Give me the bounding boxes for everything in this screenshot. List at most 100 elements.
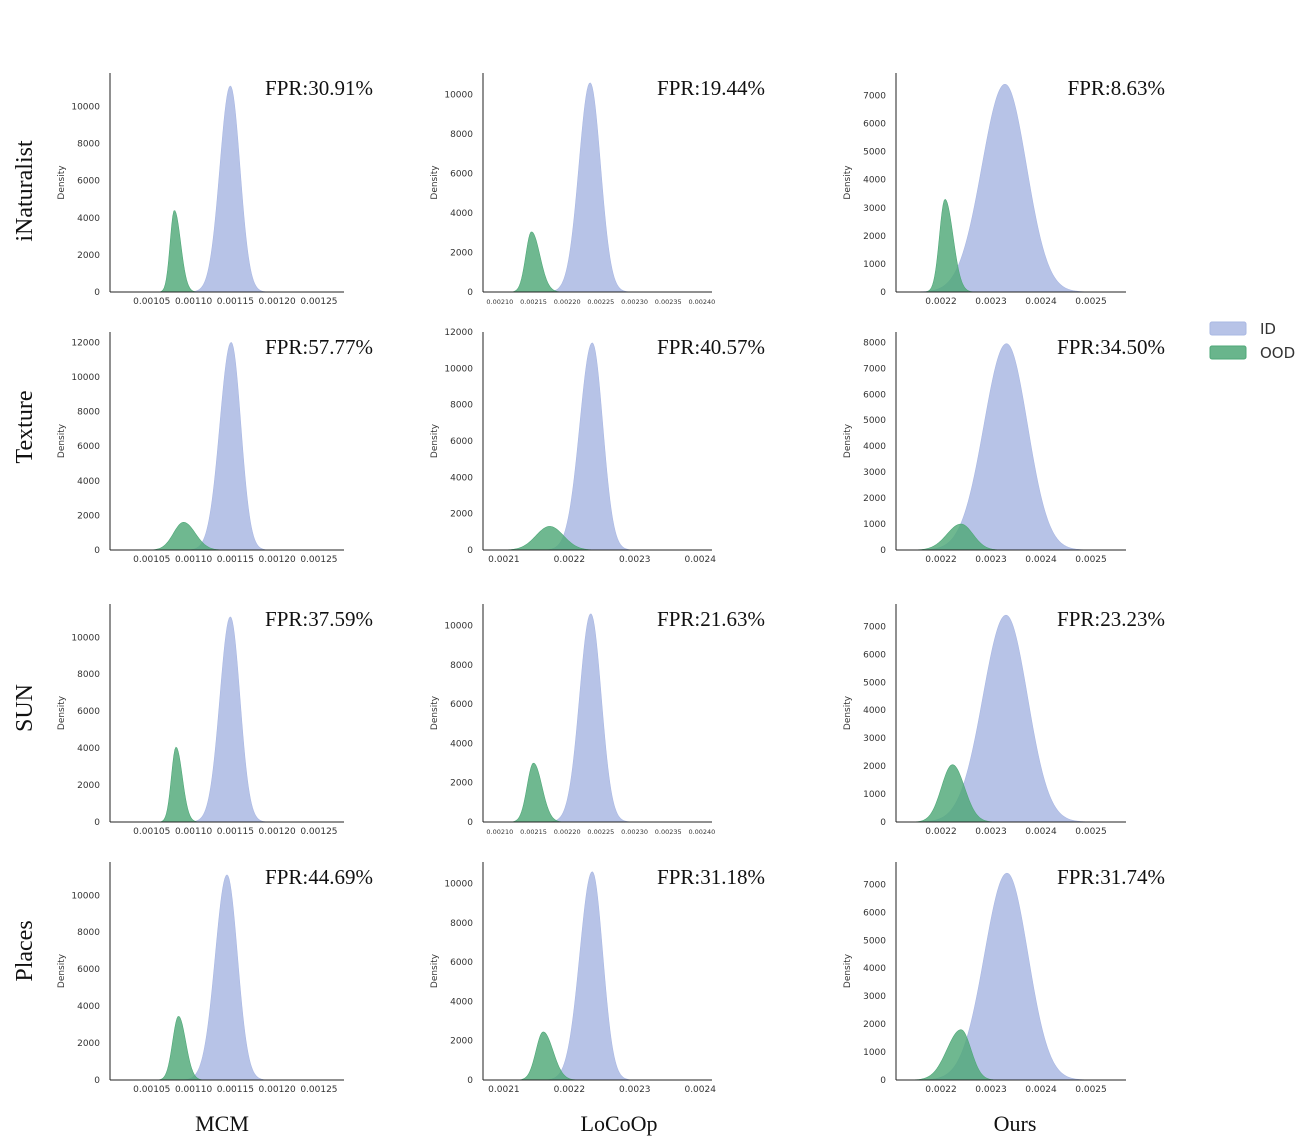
y-tick-label: 6000 (863, 390, 886, 400)
legend-swatch-id (1209, 321, 1247, 336)
y-tick-label: 5000 (863, 678, 886, 688)
x-tick-label: 0.0022 (925, 1085, 957, 1095)
y-tick-label: 6000 (77, 707, 100, 717)
legend-swatch-ood (1209, 345, 1247, 360)
x-tick-label: 0.0023 (619, 555, 651, 565)
y-tick-label: 3000 (863, 734, 886, 744)
y-tick-label: 12000 (444, 328, 473, 338)
x-tick-label: 0.0022 (554, 1085, 586, 1095)
y-tick-label: 4000 (863, 176, 886, 186)
x-tick-label: 0.00210 (486, 298, 513, 306)
y-tick-label: 6000 (450, 958, 473, 968)
y-tick-label: 10000 (444, 91, 473, 101)
x-tick-label: 0.0023 (975, 555, 1007, 565)
x-tick-label: 0.0024 (1025, 297, 1057, 307)
y-tick-label: 10000 (444, 622, 473, 632)
y-tick-label: 2000 (863, 494, 886, 504)
y-tick-label: 6000 (450, 700, 473, 710)
y-tick-label: 2000 (77, 251, 100, 261)
row-label-places: Places (12, 920, 38, 981)
y-tick-label: 4000 (863, 706, 886, 716)
x-tick-label: 0.00220 (554, 298, 581, 306)
column-label-mcm: MCM (195, 1111, 249, 1136)
x-tick-label: 0.00110 (175, 1085, 212, 1095)
y-tick-label: 0 (880, 288, 886, 298)
x-tick-label: 0.00105 (133, 297, 170, 307)
legend-label-ood: OOD (1260, 344, 1295, 362)
y-axis-label: Density (430, 953, 440, 988)
panel-places-mcm: 0.00105 0.00110 0.00115 0.00120 0.00125 0 2000… (57, 862, 373, 1095)
y-tick-label: 10000 (444, 880, 473, 890)
x-tick-label: 0.00225 (587, 298, 614, 306)
panel-texture-mcm: 0.00105 0.00110 0.00115 0.00120 0.00125 0 2000… (57, 332, 373, 565)
y-tick-label: 7000 (863, 91, 886, 101)
y-tick-label: 4000 (77, 744, 100, 754)
y-tick-label: 0 (94, 818, 100, 828)
x-tick-label: 0.00125 (300, 827, 337, 837)
row-label-inaturalist: iNaturalist (12, 140, 38, 242)
x-tick-label: 0.00125 (300, 297, 337, 307)
panel-texture-locoop: 0.0021 0.0022 0.0023 0.0024 0 2000 4000 6000 800… (430, 328, 765, 565)
y-tick-label: 4000 (77, 477, 100, 487)
y-tick-label: 10000 (71, 102, 100, 112)
panel-inaturalist-ours: 0.0022 0.0023 0.0024 0.0025 0 1000 2000 3000 400… (843, 73, 1165, 307)
y-axis-label: Density (430, 165, 440, 200)
column-label-ours: Ours (994, 1111, 1037, 1136)
x-tick-label: 0.0022 (925, 555, 957, 565)
y-tick-label: 8000 (450, 401, 473, 411)
panel-places-ours: 0.0022 0.0023 0.0024 0.0025 0 1000 2000 3000 400… (843, 862, 1165, 1095)
y-tick-label: 3000 (863, 468, 886, 478)
fpr-label-sun-locoop: FPR:21.63% (657, 607, 765, 631)
y-tick-label: 2000 (77, 511, 100, 521)
y-tick-label: 4000 (863, 964, 886, 974)
x-tick-label: 0.0024 (684, 555, 716, 565)
y-tick-label: 0 (94, 1076, 100, 1086)
fpr-label-sun-ours: FPR:23.23% (1057, 607, 1165, 631)
panel-inaturalist-mcm: 0.00105 0.00110 0.00115 0.00120 0.00125 0 2000… (57, 73, 373, 307)
panel-inaturalist-locoop: 0.00210 0.00215 0.00220 0.00225 0.00230 0.002… (430, 73, 765, 306)
x-tick-label: 0.00215 (520, 298, 547, 306)
y-axis-label: Density (57, 953, 67, 988)
x-tick-label: 0.00115 (217, 827, 254, 837)
y-tick-label: 4000 (450, 473, 473, 483)
y-tick-label: 4000 (450, 739, 473, 749)
y-axis-label: Density (843, 423, 853, 458)
density-id-sun-mcm (110, 616, 344, 823)
y-axis-label: Density (843, 165, 853, 200)
density-id-inaturalist-locoop (483, 82, 712, 293)
x-tick-label: 0.0024 (684, 1085, 716, 1095)
x-tick-label: 0.0024 (1025, 555, 1057, 565)
y-tick-label: 2000 (450, 1037, 473, 1047)
row-label-texture: Texture (12, 391, 38, 464)
y-tick-label: 5000 (863, 936, 886, 946)
y-tick-label: 6000 (77, 442, 100, 452)
column-label-locoop: LoCoOp (581, 1111, 658, 1136)
density-id-places-locoop (483, 871, 712, 1081)
y-tick-label: 8000 (863, 338, 886, 348)
y-tick-label: 0 (467, 546, 473, 556)
legend: ID OOD (1209, 320, 1295, 362)
y-tick-label: 7000 (863, 622, 886, 632)
x-tick-label: 0.0023 (975, 827, 1007, 837)
y-axis-label: Density (57, 423, 67, 458)
panel-sun-ours: 0.0022 0.0023 0.0024 0.0025 0 1000 2000 3000 400… (843, 604, 1165, 837)
x-tick-label: 0.0024 (1025, 827, 1057, 837)
density-id-texture-mcm (110, 341, 344, 551)
x-tick-label: 0.00125 (300, 1085, 337, 1095)
x-tick-label: 0.00110 (175, 297, 212, 307)
y-tick-label: 0 (94, 546, 100, 556)
density-id-sun-locoop (483, 613, 712, 823)
y-tick-label: 8000 (450, 661, 473, 671)
x-tick-label: 0.00220 (554, 828, 581, 836)
y-tick-label: 12000 (71, 338, 100, 348)
y-tick-label: 8000 (77, 670, 100, 680)
fpr-label-places-mcm: FPR:44.69% (265, 865, 373, 889)
row-label-sun: SUN (12, 684, 38, 732)
x-tick-label: 0.0021 (488, 555, 520, 565)
y-tick-label: 3000 (863, 204, 886, 214)
x-tick-label: 0.00215 (520, 828, 547, 836)
x-tick-label: 0.00115 (217, 1085, 254, 1095)
panel-texture-ours: 0.0022 0.0023 0.0024 0.0025 0 1000 2000 3000 400… (843, 332, 1165, 565)
x-tick-label: 0.0025 (1075, 555, 1107, 565)
